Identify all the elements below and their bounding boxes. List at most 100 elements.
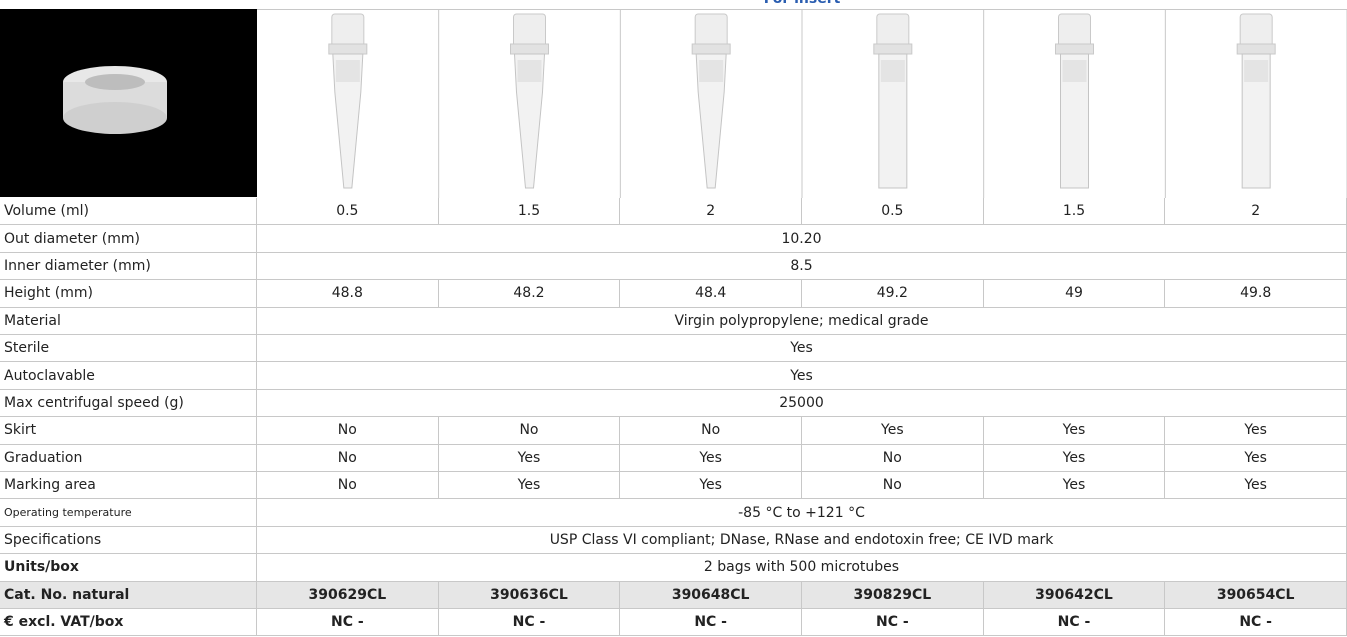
tube-part xyxy=(695,53,727,189)
row-label: Inner diameter (mm) xyxy=(0,252,257,281)
table-cell: 48.4 xyxy=(620,280,802,308)
table-cell: Yes xyxy=(620,444,802,472)
table-cell: No xyxy=(802,444,984,472)
table-cell: 8.5 xyxy=(257,252,1347,281)
tube xyxy=(1055,13,1094,189)
table-cell: 1.5 xyxy=(983,198,1166,226)
table-cell: 2 xyxy=(1165,198,1347,226)
table-cell: -85 °C to +121 °C xyxy=(257,499,1347,527)
table-cell: NC - xyxy=(438,609,621,637)
tube-part xyxy=(699,60,724,82)
table-cell: Yes xyxy=(620,472,802,500)
table-cell: 390829CL xyxy=(802,581,984,609)
tube xyxy=(510,13,549,189)
tube-part xyxy=(513,53,546,189)
row-label: Cat. No. natural xyxy=(0,581,257,609)
tube xyxy=(328,13,368,189)
table-cell: No xyxy=(802,472,984,500)
table-cell: Yes xyxy=(257,362,1347,390)
tube-part xyxy=(1062,60,1087,82)
table-cell: 1.5 xyxy=(438,198,621,226)
table-cell: 390648CL xyxy=(620,581,802,609)
tube-part xyxy=(876,13,910,49)
table-cell: 0.5 xyxy=(257,198,439,226)
tube-part xyxy=(880,60,905,82)
table-cell: Yes xyxy=(1165,417,1347,445)
table-cell: Yes xyxy=(1165,472,1347,500)
table-cell: 49.2 xyxy=(802,280,984,308)
tube-part xyxy=(513,13,546,49)
table-cell: 25000 xyxy=(257,389,1347,418)
tube-part xyxy=(873,43,913,55)
table-cell: No xyxy=(257,472,439,500)
table-cell: NC - xyxy=(257,609,439,637)
table-cell: USP Class VI compliant; DNase, RNase and… xyxy=(257,526,1347,555)
table-cell: Yes xyxy=(257,335,1347,363)
table-cell: 49 xyxy=(983,280,1166,308)
table-cell: Virgin polypropylene; medical grade xyxy=(257,307,1347,335)
table-cell: NC - xyxy=(802,609,984,637)
tube-part xyxy=(328,43,368,55)
table-cell: NC - xyxy=(1165,609,1347,637)
table-cell: 390629CL xyxy=(257,581,439,609)
table-cell: 10.20 xyxy=(257,225,1347,253)
table-cell: NC - xyxy=(620,609,802,637)
tube-part xyxy=(694,13,728,49)
table-cell: No xyxy=(257,417,439,445)
cap xyxy=(63,66,167,134)
row-label: Material xyxy=(0,307,257,335)
table-cell: 0.5 xyxy=(802,198,984,226)
row-label: Operating temperature xyxy=(0,499,257,527)
row-label: € excl. VAT/box xyxy=(0,609,257,637)
tube-part xyxy=(878,53,908,189)
table-cell: Yes xyxy=(438,472,621,500)
tube-part xyxy=(332,53,364,189)
table-cell: NC - xyxy=(983,609,1166,637)
row-label: Sterile xyxy=(0,335,257,363)
tube xyxy=(873,13,913,189)
row-label: Skirt xyxy=(0,417,257,445)
table-cell: No xyxy=(257,444,439,472)
table-cell: 48.2 xyxy=(438,280,621,308)
row-label: Autoclavable xyxy=(0,362,257,390)
table-cell: 2 bags with 500 microtubes xyxy=(257,554,1347,582)
tube-part xyxy=(1236,43,1276,55)
row-label: Marking area xyxy=(0,472,257,500)
table-cell: No xyxy=(438,417,621,445)
tube-part xyxy=(1055,43,1094,55)
table-cell: Yes xyxy=(983,472,1166,500)
row-label: Units/box xyxy=(0,554,257,582)
row-label: Graduation xyxy=(0,444,257,472)
table-cell: 390636CL xyxy=(438,581,621,609)
table-cell: 390642CL xyxy=(983,581,1166,609)
table-cell: 48.8 xyxy=(257,280,439,308)
row-label: Height (mm) xyxy=(0,280,257,308)
table-cell: Yes xyxy=(802,417,984,445)
tube-part xyxy=(1058,13,1091,49)
image-row xyxy=(0,9,1347,198)
tube-part xyxy=(335,60,360,82)
tube-part xyxy=(1060,53,1089,189)
row-label: Out diameter (mm) xyxy=(0,225,257,253)
table-cell: Yes xyxy=(983,417,1166,445)
tube-part xyxy=(510,43,549,55)
tube-part xyxy=(331,13,365,49)
tube-part xyxy=(1241,53,1271,189)
row-label: Max centrifugal speed (g) xyxy=(0,389,257,418)
tube-part xyxy=(1244,60,1269,82)
tube xyxy=(1236,13,1276,189)
tube-part xyxy=(1239,13,1273,49)
table-cell: No xyxy=(620,417,802,445)
tube xyxy=(691,13,731,189)
tube-part xyxy=(691,43,731,55)
table-cell: 390654CL xyxy=(1165,581,1347,609)
table-cell: Yes xyxy=(1165,444,1347,472)
table-cell: 2 xyxy=(620,198,802,226)
table-cell: Yes xyxy=(983,444,1166,472)
tube-part xyxy=(517,60,542,82)
table-cell: Yes xyxy=(438,444,621,472)
row-label: Volume (ml) xyxy=(0,198,257,226)
table-cell: 49.8 xyxy=(1165,280,1347,308)
row-label: Specifications xyxy=(0,526,257,555)
